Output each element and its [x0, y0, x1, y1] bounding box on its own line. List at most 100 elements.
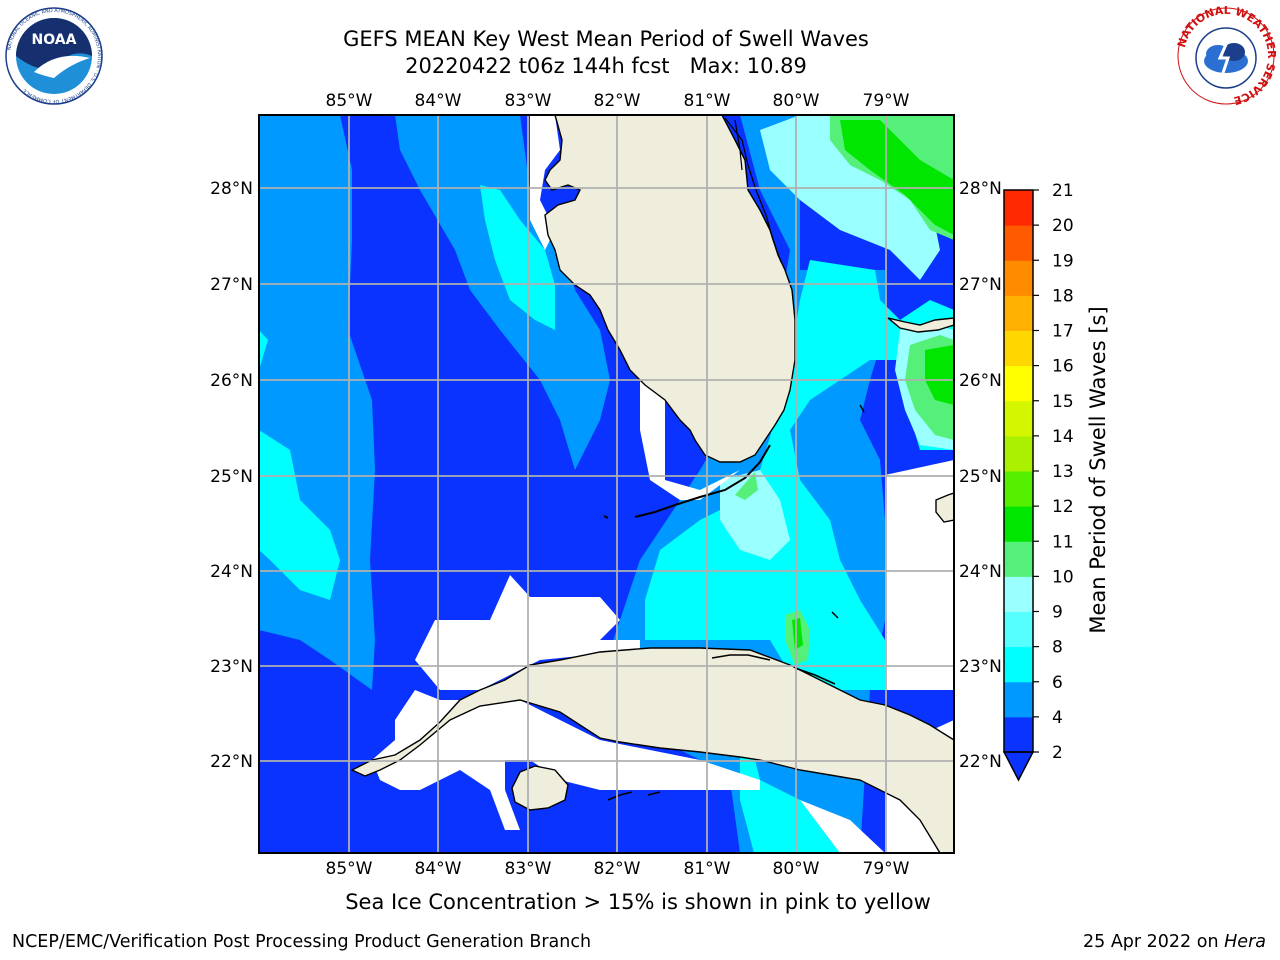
noaa-logo: NATIONAL OCEANIC AND ATMOSPHERIC ADMINIS…: [5, 7, 103, 105]
masked-florida-bay: [640, 380, 740, 500]
colorbar-segment: [1004, 646, 1033, 683]
lat-label-left: 26°N: [210, 371, 253, 391]
colorbar-segment: [1004, 611, 1033, 648]
colorbar-tick-label: 17: [1052, 322, 1074, 342]
footer-branch: NCEP/EMC/Verification Post Processing Pr…: [12, 932, 592, 952]
lon-label-bottom: 80°W: [773, 859, 820, 879]
colorbar-segment: [1004, 295, 1033, 331]
colorbar-extend-arrow: [1002, 751, 1035, 782]
lat-label-right: 28°N: [959, 179, 1002, 199]
lon-labels-top: 85°W 84°W 83°W 82°W 81°W 80°W 79°W: [326, 91, 910, 111]
colorbar-tick-label: 20: [1052, 216, 1074, 236]
colorbar-tick-label: 2: [1052, 743, 1063, 763]
lon-label-bottom: 82°W: [594, 859, 641, 879]
colorbar-tick-label: 14: [1052, 427, 1074, 447]
lat-labels-left: 28°N 27°N 26°N 25°N 24°N 23°N 22°N: [210, 179, 253, 772]
lat-label-right: 23°N: [959, 657, 1002, 677]
swell-band-8-9: [760, 115, 940, 280]
colorbar-segment: [1004, 435, 1033, 472]
colorbar-tick-label: 12: [1052, 497, 1074, 517]
colorbar-tick-label: 9: [1052, 603, 1063, 623]
sea-ice-note: Sea Ice Concentration > 15% is shown in …: [345, 890, 931, 914]
colorbar-segment: [1004, 260, 1033, 296]
colorbar-segment: [1004, 365, 1033, 402]
lon-label-top: 80°W: [773, 91, 820, 111]
swell-band-9-10-keys: [735, 472, 758, 500]
cuba-north-cays: [711, 654, 836, 685]
lat-label-left: 24°N: [210, 562, 253, 582]
colorbar-segment: [1004, 471, 1033, 507]
swell-band-4-6-central: [395, 115, 610, 470]
colorbar-segment: [1004, 576, 1033, 612]
lon-label-top: 84°W: [415, 91, 462, 111]
lat-label-left: 22°N: [210, 752, 253, 772]
lat-label-right: 22°N: [959, 752, 1002, 772]
lon-label-top: 81°W: [684, 91, 731, 111]
colorbar: [1002, 189, 1035, 782]
lat-label-right: 27°N: [959, 275, 1002, 295]
map-plot-area: [259, 115, 954, 853]
masked-gulf-southwest: [800, 800, 885, 853]
lat-label-right: 25°N: [959, 467, 1002, 487]
lat-label-left: 23°N: [210, 657, 253, 677]
lat-label-right: 26°N: [959, 371, 1002, 391]
land-isle-of-youth: [511, 765, 569, 811]
swell-band-6-8-east: [645, 115, 954, 853]
swell-band-6-8-central: [480, 185, 555, 330]
lat-label-left: 25°N: [210, 467, 253, 487]
colorbar-segment: [1004, 716, 1033, 753]
bimini: [859, 404, 865, 413]
nws-logo: NATIONAL WEATHER SERVICE: [1176, 6, 1276, 106]
swell-band-6-8-west-edge: [259, 330, 268, 370]
map-title-line2: 20220422 t06z 144h fcst Max: 10.89: [405, 54, 807, 78]
footer-date-text: 25 Apr 2022 on: [1082, 932, 1219, 952]
colorbar-tick-label: 11: [1052, 532, 1074, 552]
dry-tortugas: [603, 515, 609, 519]
colorbar-segment: [1004, 506, 1033, 542]
colorbar-segment: [1004, 541, 1033, 577]
colorbar-tick-label: 21: [1052, 181, 1074, 201]
map-title-line1: GEFS MEAN Key West Mean Period of Swell …: [343, 27, 869, 51]
land-cuba: [350, 647, 954, 853]
colorbar-tick-label: 8: [1052, 638, 1063, 658]
swell-band-6-8-west: [259, 430, 340, 600]
lon-label-bottom: 83°W: [505, 859, 552, 879]
lat-labels-right: 28°N 27°N 26°N 25°N 24°N 23°N 22°N: [959, 179, 1002, 772]
cuba-south-cays: [607, 791, 661, 801]
florida-keys: [634, 444, 771, 518]
lon-label-bottom: 85°W: [326, 859, 373, 879]
colorbar-segment: [1004, 190, 1033, 226]
land-grand-bahama: [887, 317, 954, 333]
swell-band-10-11-east: [925, 345, 954, 405]
noaa-logo-text: NOAA: [32, 32, 77, 48]
map-frame: [258, 114, 955, 854]
colorbar-label: Mean Period of Swell Waves [s]: [1086, 306, 1110, 633]
masked-gulf-north: [530, 115, 560, 250]
colorbar-tick-label: 13: [1052, 462, 1074, 482]
swell-band-10-11: [840, 120, 954, 235]
lat-label-left: 28°N: [210, 179, 253, 199]
colorbar-tick-label: 18: [1052, 286, 1074, 306]
lon-label-bottom: 84°W: [415, 859, 462, 879]
lon-label-top: 83°W: [505, 91, 552, 111]
lon-label-bottom: 79°W: [863, 859, 910, 879]
colorbar-tick-label: 6: [1052, 673, 1063, 693]
lat-label-right: 24°N: [959, 562, 1002, 582]
swell-band-10-11-south: [792, 618, 803, 650]
lon-label-top: 85°W: [326, 91, 373, 111]
florida-east-barrier: [724, 117, 782, 263]
florida-east-barrier-2: [734, 119, 743, 171]
colorbar-tick-label: 15: [1052, 392, 1074, 412]
footer-host: Hera: [1224, 932, 1266, 952]
colorbar-tick-label: 19: [1052, 251, 1074, 271]
land-andros: [935, 492, 954, 523]
colorbar-tick-label: 4: [1052, 708, 1063, 728]
gridlines: [259, 115, 954, 853]
masked-cuba-south: [372, 690, 760, 830]
lon-label-bottom: 81°W: [684, 859, 731, 879]
colorbar-ticks: 2 4 6 8 9 10 11 12 13 14 15 16 17 18 19 20 21: [1033, 181, 1074, 763]
footer-date: 25 Apr 2022 on Hera: [1083, 932, 1266, 952]
colorbar-tick-label: 16: [1052, 357, 1074, 377]
colorbar-segment: [1004, 225, 1033, 261]
